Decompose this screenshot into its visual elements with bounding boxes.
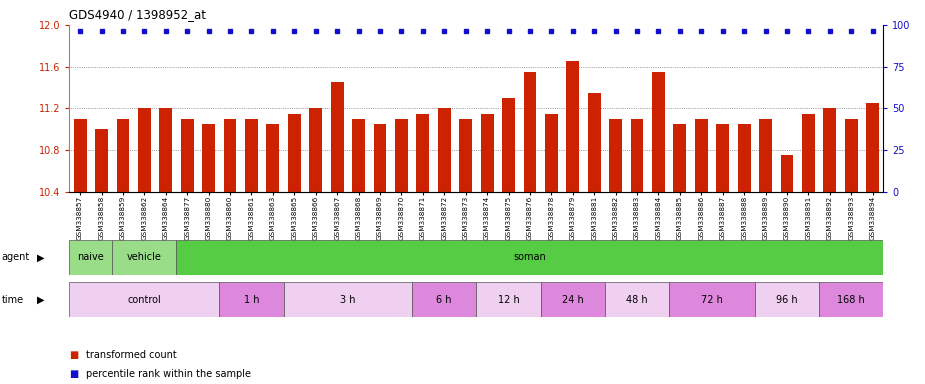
Text: 24 h: 24 h [561,295,584,305]
Text: ▶: ▶ [37,295,44,305]
Bar [138,109,151,192]
Bar [288,114,301,192]
Bar [610,119,622,192]
Bar [203,124,215,192]
Bar [524,72,536,192]
Text: GDS4940 / 1398952_at: GDS4940 / 1398952_at [69,8,206,21]
Bar [219,282,284,317]
Bar [177,240,883,275]
Bar [309,109,322,192]
Bar [845,119,857,192]
Bar [652,72,665,192]
Text: soman: soman [513,252,547,262]
Bar [159,109,172,192]
Bar [673,124,686,192]
Text: ▶: ▶ [37,252,44,262]
Text: 6 h: 6 h [437,295,452,305]
Bar [395,119,408,192]
Bar [669,282,755,317]
Bar [759,119,772,192]
Bar [245,119,258,192]
Bar [545,114,558,192]
Bar [631,119,644,192]
Bar [374,124,387,192]
Bar [95,129,108,192]
Bar [69,240,112,275]
Bar [74,119,87,192]
Bar [502,98,515,192]
Bar [266,124,279,192]
Text: 12 h: 12 h [498,295,519,305]
Bar [605,282,669,317]
Text: transformed count: transformed count [86,350,177,360]
Text: ■: ■ [69,350,79,360]
Text: 168 h: 168 h [837,295,865,305]
Bar [540,282,605,317]
Bar [716,124,729,192]
Text: time: time [2,295,24,305]
Bar [820,282,883,317]
Bar [413,282,476,317]
Bar [331,83,343,192]
Text: naive: naive [78,252,105,262]
Bar [738,124,750,192]
Bar [224,119,237,192]
Bar [476,282,540,317]
Bar [695,119,708,192]
Bar [481,114,494,192]
Bar [117,119,130,192]
Bar [459,119,472,192]
Bar [416,114,429,192]
Bar [802,114,815,192]
Bar [180,119,193,192]
Text: 48 h: 48 h [626,295,647,305]
Bar [823,109,836,192]
Bar [438,109,450,192]
Bar [284,282,413,317]
Bar [566,61,579,192]
Text: percentile rank within the sample: percentile rank within the sample [86,369,251,379]
Bar [352,119,365,192]
Text: 72 h: 72 h [701,295,723,305]
Bar [866,103,879,192]
Text: ■: ■ [69,369,79,379]
Bar [755,282,820,317]
Text: control: control [128,295,161,305]
Bar [587,93,600,192]
Text: 96 h: 96 h [776,295,797,305]
Text: agent: agent [2,252,31,262]
Text: vehicle: vehicle [127,252,162,262]
Bar [112,240,177,275]
Bar [781,156,794,192]
Text: 3 h: 3 h [340,295,355,305]
Bar [69,282,219,317]
Text: 1 h: 1 h [243,295,259,305]
